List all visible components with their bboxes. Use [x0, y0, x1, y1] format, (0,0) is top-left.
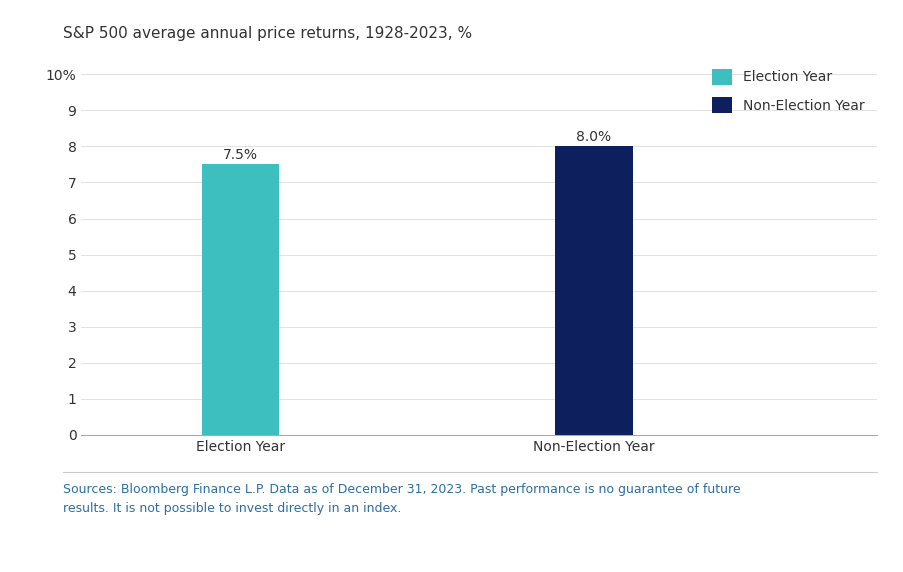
Bar: [201, 165, 279, 435]
Text: S&P 500 average annual price returns, 1928-2023, %: S&P 500 average annual price returns, 19…: [63, 26, 472, 41]
Text: 7.5%: 7.5%: [223, 148, 257, 161]
Bar: [554, 146, 632, 435]
Text: 8.0%: 8.0%: [576, 129, 611, 144]
Text: Sources: Bloomberg Finance L.P. Data as of December 31, 2023. Past performance i: Sources: Bloomberg Finance L.P. Data as …: [63, 483, 740, 515]
Legend: Election Year, Non-Election Year: Election Year, Non-Election Year: [706, 63, 869, 119]
